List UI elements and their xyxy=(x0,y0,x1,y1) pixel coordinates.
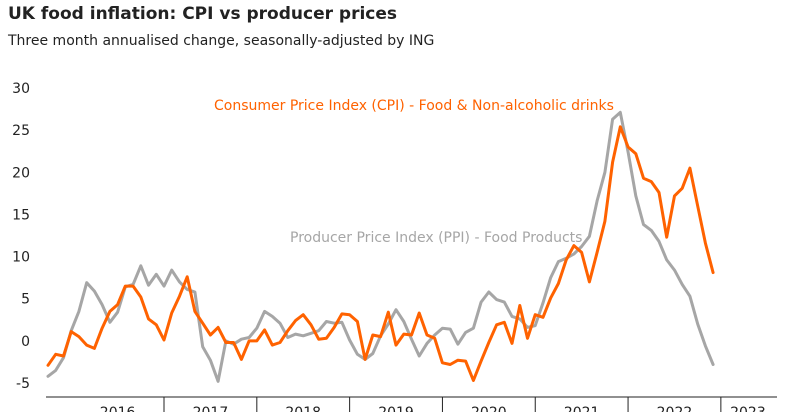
x-year-label: 2020 xyxy=(471,405,507,412)
y-axis-ticks: -5 0 5 10 15 20 25 30 xyxy=(12,81,30,392)
chart-title: UK food inflation: CPI vs producer price… xyxy=(8,4,398,24)
cpi-series-label: Consumer Price Index (CPI) - Food & Non-… xyxy=(214,98,614,114)
x-year-label: 2017 xyxy=(193,405,229,412)
x-year-label: 2018 xyxy=(285,405,321,412)
x-year-label: 2016 xyxy=(100,405,136,412)
chart-subtitle: Three month annualised change, seasonall… xyxy=(8,33,435,49)
y-tick-label: 5 xyxy=(21,292,30,308)
series-lines xyxy=(46,110,715,383)
x-year-label: 2019 xyxy=(378,405,414,412)
y-tick-label: 25 xyxy=(12,123,30,139)
y-tick-label: 0 xyxy=(21,334,30,350)
x-year-label: 2023 xyxy=(730,405,766,412)
y-tick-label: 15 xyxy=(12,207,30,223)
x-year-label: 2022 xyxy=(657,405,693,412)
cpi-series-line xyxy=(46,125,715,382)
y-tick-label: -5 xyxy=(16,376,30,392)
x-axis: 2016 2017 2018 2019 2020 2021 2022 2023 xyxy=(46,396,777,412)
y-tick-label: 10 xyxy=(12,250,30,266)
ppi-series-label: Producer Price Index (PPI) - Food Produc… xyxy=(290,230,582,246)
x-year-label: 2021 xyxy=(564,405,600,412)
y-tick-label: 20 xyxy=(12,165,30,181)
y-tick-label: 30 xyxy=(12,81,30,97)
